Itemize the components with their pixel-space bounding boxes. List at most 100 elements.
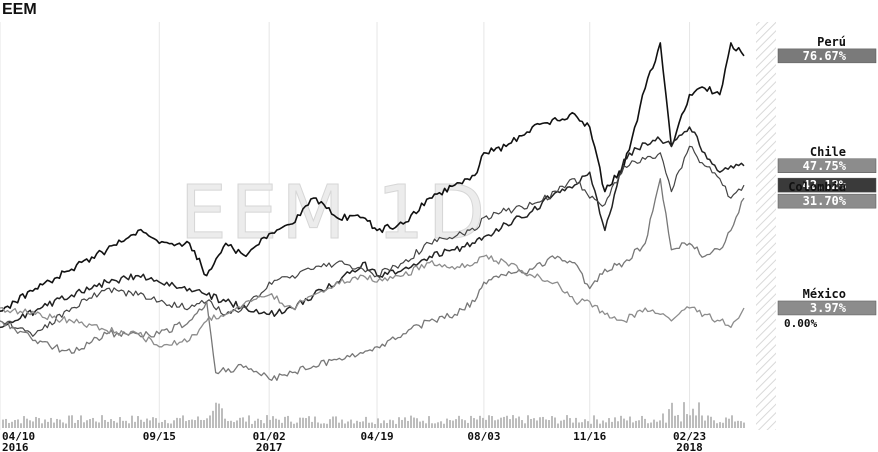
volume-bar [287, 415, 289, 428]
volume-bar [89, 419, 91, 428]
volume-bar [71, 415, 73, 428]
volume-bar [713, 420, 715, 428]
series-lines [0, 42, 745, 381]
volume-bar [281, 422, 283, 428]
volume-bar [20, 423, 22, 428]
volume-bar [413, 417, 415, 428]
volume-bar [326, 423, 328, 428]
volume-bar [65, 423, 67, 428]
volume-bar [503, 416, 505, 428]
volume-bar [263, 423, 265, 428]
volume-bar [77, 420, 79, 428]
volume-bar [152, 417, 154, 428]
volume-bar [92, 417, 94, 428]
volume-bar [590, 423, 592, 428]
volume-bar [122, 420, 124, 428]
volume-bar [704, 420, 706, 428]
volume-bar [239, 417, 241, 428]
volume-bar [596, 419, 598, 428]
volume-bar [323, 423, 325, 428]
volume-bar [707, 415, 709, 428]
volume-bar [197, 416, 199, 428]
volume-bar [584, 419, 586, 428]
volume-bar [95, 421, 97, 428]
volume-bar [104, 419, 106, 428]
volume-bar [260, 420, 262, 428]
volume-bar [254, 420, 256, 428]
volume-bar [728, 418, 730, 428]
volume-bar [398, 417, 400, 428]
volume-bar [494, 420, 496, 428]
volume-bar [11, 421, 13, 428]
volume-bar [581, 422, 583, 428]
volume-bar [389, 419, 391, 428]
volume-bar [59, 419, 61, 428]
volume-bar [302, 417, 304, 428]
volume-bar [443, 423, 445, 428]
volume-bar [482, 417, 484, 428]
volume-bar [563, 419, 565, 428]
volume-bar [542, 416, 544, 428]
volume-bar [719, 422, 721, 428]
volume-bar [269, 419, 271, 428]
volume-bar [452, 420, 454, 428]
legend-series-name: Colombia [788, 180, 846, 194]
volume-bar [311, 421, 313, 428]
volume-bar [188, 420, 190, 428]
volume-bar [56, 418, 58, 428]
volume-bar [98, 422, 100, 428]
legend-series-name: México [803, 287, 846, 301]
volume-bar [548, 420, 550, 428]
volume-bar [431, 423, 433, 428]
legend-value: 31.70% [803, 194, 847, 208]
legend-value: 3.97% [810, 301, 847, 315]
volume-bar [512, 415, 514, 428]
volume-bar [119, 417, 121, 428]
volume-bar [182, 415, 184, 428]
volume-bar [518, 416, 520, 428]
volume-bar [131, 415, 133, 428]
volume-bar [611, 421, 613, 428]
volume-bar [743, 422, 745, 428]
volume-bar [674, 415, 676, 428]
volume-bar [530, 419, 532, 428]
volume-bar [371, 422, 373, 428]
volume-bar [644, 418, 646, 428]
volume-bar [155, 418, 157, 428]
volume-bar [101, 415, 103, 428]
volume-bar [632, 422, 634, 428]
x-tick-label: 09/15 [143, 430, 176, 443]
legend-value: 47.75% [803, 159, 847, 173]
series-line-0 [0, 42, 745, 312]
volume-bar [569, 418, 571, 428]
legend-badge [777, 193, 877, 209]
volume-bar [344, 423, 346, 428]
volume-bar [665, 422, 667, 428]
series-line-1 [0, 126, 745, 329]
x-tick-label: 04/10 [2, 430, 35, 443]
volume-bar [602, 420, 604, 428]
legend-value: 76.67% [803, 49, 847, 63]
right-margin-hatch [756, 22, 776, 430]
volume-bar [218, 403, 220, 428]
volume-bar [692, 408, 694, 428]
vertical-grid [0, 22, 691, 430]
legend-badge [777, 158, 877, 173]
volume-bar [722, 422, 724, 428]
volume-bar [74, 422, 76, 428]
volume-bar [365, 416, 367, 428]
volume-bar [125, 420, 127, 428]
volume-bar [44, 419, 46, 428]
volume-bar [107, 421, 109, 428]
volume-bar [557, 423, 559, 428]
volume-bar [335, 416, 337, 428]
volume-bar [191, 419, 193, 428]
volume-bar [575, 417, 577, 428]
volume-bar [635, 420, 637, 428]
volume-bar [617, 421, 619, 428]
volume-bar [620, 415, 622, 428]
volume-bar [116, 422, 118, 428]
volume-bar [566, 415, 568, 428]
